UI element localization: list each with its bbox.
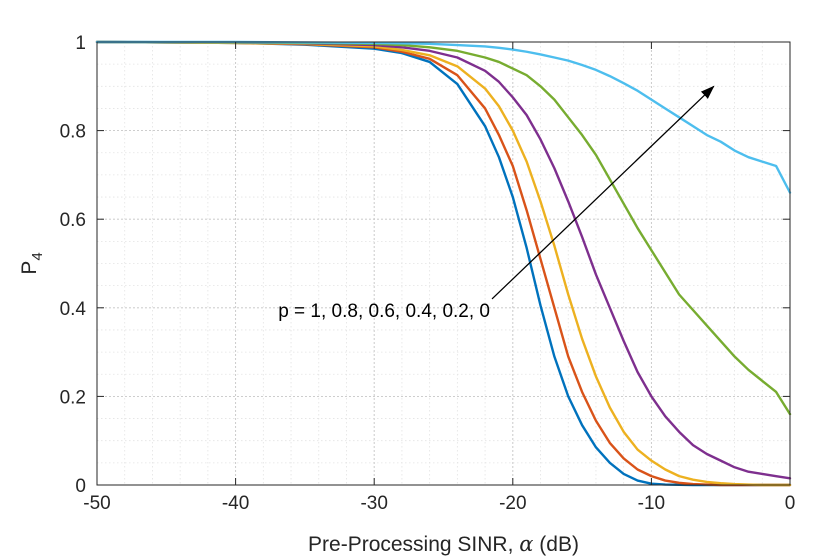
y-axis-label: P4 xyxy=(18,252,46,274)
tick-labels: -50 -40 -30 -20 -10 0 0 0.2 0.4 0.6 0.8 1 xyxy=(60,33,796,514)
y-tick-label: 0.8 xyxy=(60,122,86,143)
y-axis-label-main: P xyxy=(18,261,41,275)
x-axis-label: Pre-Processing SINR, α (dB) xyxy=(308,532,579,556)
plot-frame xyxy=(96,41,791,486)
x-tick-label: -50 xyxy=(83,493,110,514)
x-tick-label: -40 xyxy=(222,493,249,514)
x-axis-label-unit: (dB) xyxy=(533,533,579,556)
x-axis-label-symbol: α xyxy=(519,532,533,556)
y-axis-label-subscript: 4 xyxy=(29,252,46,260)
series-line-3 xyxy=(95,40,792,487)
axis-ticks xyxy=(96,41,791,486)
x-tick-label: -20 xyxy=(499,493,526,514)
y-tick-label: 1 xyxy=(75,33,86,54)
y-tick-label: 0.6 xyxy=(60,210,86,231)
x-tick-label: -30 xyxy=(360,493,387,514)
annotation: p = 1, 0.8, 0.6, 0.4, 0.2, 0 xyxy=(278,85,715,322)
series-layer xyxy=(95,40,792,487)
x-axis-label-text: Pre-Processing SINR, xyxy=(308,533,519,556)
series-line-6 xyxy=(95,40,792,194)
x-tick-label: -10 xyxy=(638,493,665,514)
y-tick-label: 0 xyxy=(75,476,86,497)
series-line-4 xyxy=(95,40,792,480)
annotation-text: p = 1, 0.8, 0.6, 0.4, 0.2, 0 xyxy=(278,301,490,322)
series-line-5 xyxy=(95,40,792,416)
annotation-arrow xyxy=(491,85,715,300)
y-tick-label: 0.4 xyxy=(60,299,87,320)
x-tick-label: 0 xyxy=(785,493,796,514)
y-tick-label: 0.2 xyxy=(60,387,86,408)
